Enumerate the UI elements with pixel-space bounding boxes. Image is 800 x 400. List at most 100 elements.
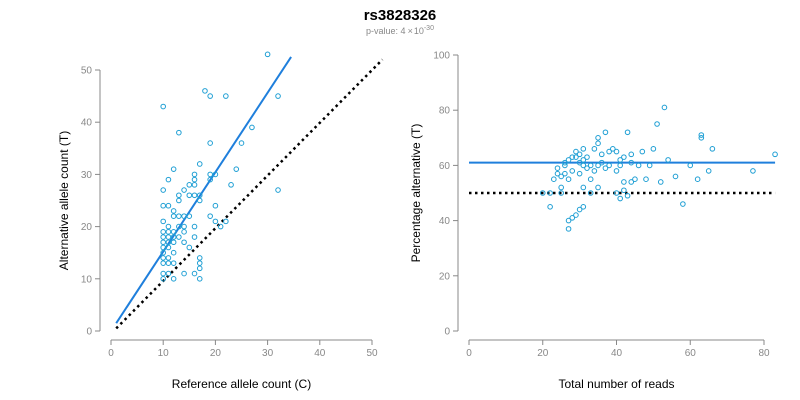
data-point: [181, 270, 187, 277]
data-point: [176, 192, 182, 199]
data-point: [569, 215, 576, 221]
fit-line: [115, 56, 292, 324]
data-point: [165, 234, 172, 240]
data-point: [613, 168, 620, 174]
data-point: [191, 223, 198, 230]
y-tick-label: 20: [439, 271, 451, 282]
y-tick-label: 60: [439, 161, 451, 172]
data-point: [196, 197, 203, 204]
data-point: [160, 202, 166, 209]
data-point: [170, 229, 177, 235]
data-point: [160, 270, 166, 277]
data-point: [580, 184, 587, 191]
data-point: [160, 260, 166, 266]
data-point: [207, 93, 213, 99]
data-point: [687, 162, 694, 169]
data-point: [196, 161, 203, 167]
data-point: [165, 239, 172, 246]
data-point: [176, 129, 182, 136]
data-point: [617, 157, 623, 163]
data-point: [249, 124, 255, 131]
y-axis-title: Alternative allele count (T): [57, 131, 71, 270]
data-point: [207, 140, 213, 146]
data-point: [606, 162, 612, 169]
data-point: [562, 162, 568, 169]
data-point: [591, 168, 598, 174]
data-point: [617, 195, 623, 202]
data-point: [554, 165, 561, 171]
data-point: [181, 213, 187, 219]
data-point: [165, 255, 172, 261]
data-point: [539, 190, 546, 196]
data-point: [698, 132, 705, 138]
data-point: [181, 223, 187, 230]
y-tick-label: 0: [86, 327, 92, 338]
pvalue-subtitle: p-value: 4 ×10-30: [366, 25, 434, 36]
y-tick-label: 30: [81, 170, 93, 181]
data-point: [580, 146, 587, 152]
data-point: [165, 244, 172, 251]
data-point: [223, 218, 229, 225]
data-point: [595, 140, 601, 147]
data-point: [639, 148, 646, 155]
x-tick-label: 10: [158, 348, 170, 359]
data-point: [613, 190, 620, 196]
data-point: [165, 270, 172, 277]
y-tick-label: 50: [81, 66, 93, 77]
data-point: [181, 239, 187, 246]
pvalue-label: p-value: 4: [366, 26, 406, 36]
data-point: [160, 229, 166, 235]
data-point: [160, 234, 166, 240]
data-point: [569, 154, 576, 160]
x-axis-title: Reference allele count (C): [172, 377, 311, 391]
data-point: [587, 176, 594, 182]
reference-line: [115, 58, 384, 330]
data-point: [635, 162, 642, 169]
x-axis-title: Total number of reads: [558, 377, 674, 391]
data-point: [160, 244, 166, 251]
data-point: [191, 192, 198, 199]
data-point: [202, 88, 208, 94]
data-point: [587, 162, 594, 169]
data-point: [160, 276, 166, 282]
data-point: [186, 213, 193, 219]
data-point: [170, 234, 177, 240]
data-point: [628, 151, 635, 158]
data-point: [576, 170, 583, 177]
data-point: [595, 162, 601, 169]
x-tick-label: 0: [466, 348, 472, 359]
data-point: [165, 176, 172, 183]
data-point: [646, 162, 653, 169]
data-point: [595, 135, 601, 141]
data-point: [580, 162, 587, 169]
data-point: [207, 176, 213, 183]
y-tick-label: 100: [433, 51, 450, 62]
data-point: [547, 190, 553, 196]
y-tick-label: 40: [439, 216, 451, 227]
data-point: [212, 218, 219, 225]
data-point: [181, 187, 187, 193]
data-point: [191, 234, 198, 240]
data-point: [698, 135, 705, 141]
data-point: [191, 176, 198, 183]
x-tick-label: 60: [685, 348, 697, 359]
data-point: [657, 179, 664, 185]
data-point: [207, 171, 213, 178]
data-point: [750, 168, 756, 174]
data-point: [569, 168, 576, 174]
data-point: [165, 229, 172, 235]
data-point: [176, 213, 182, 219]
data-point: [233, 166, 240, 172]
data-point: [547, 204, 553, 210]
data-point: [558, 173, 564, 180]
data-point: [598, 159, 605, 166]
data-point: [565, 176, 572, 182]
x-tick-label: 50: [366, 348, 378, 359]
data-point: [165, 260, 172, 266]
data-point: [170, 208, 177, 214]
data-point: [709, 146, 716, 152]
data-point: [160, 255, 166, 261]
data-point: [694, 176, 701, 182]
data-point: [196, 255, 203, 261]
